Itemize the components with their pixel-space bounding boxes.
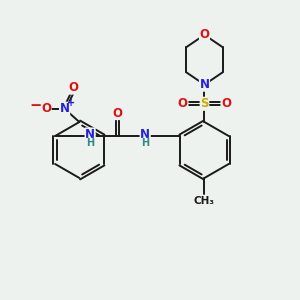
Text: N: N: [60, 102, 70, 115]
Text: H: H: [86, 138, 94, 148]
Text: N: N: [85, 128, 95, 141]
Text: H: H: [141, 138, 149, 148]
Text: O: O: [113, 106, 123, 119]
Text: N: N: [200, 78, 209, 91]
Text: S: S: [200, 97, 209, 110]
Text: −: −: [29, 98, 41, 113]
Text: N: N: [140, 128, 150, 141]
Text: O: O: [200, 28, 209, 41]
Text: O: O: [221, 97, 231, 110]
Text: CH₃: CH₃: [194, 196, 215, 206]
Text: O: O: [68, 81, 78, 94]
Text: O: O: [41, 102, 51, 115]
Text: O: O: [178, 97, 188, 110]
Text: +: +: [67, 98, 75, 109]
